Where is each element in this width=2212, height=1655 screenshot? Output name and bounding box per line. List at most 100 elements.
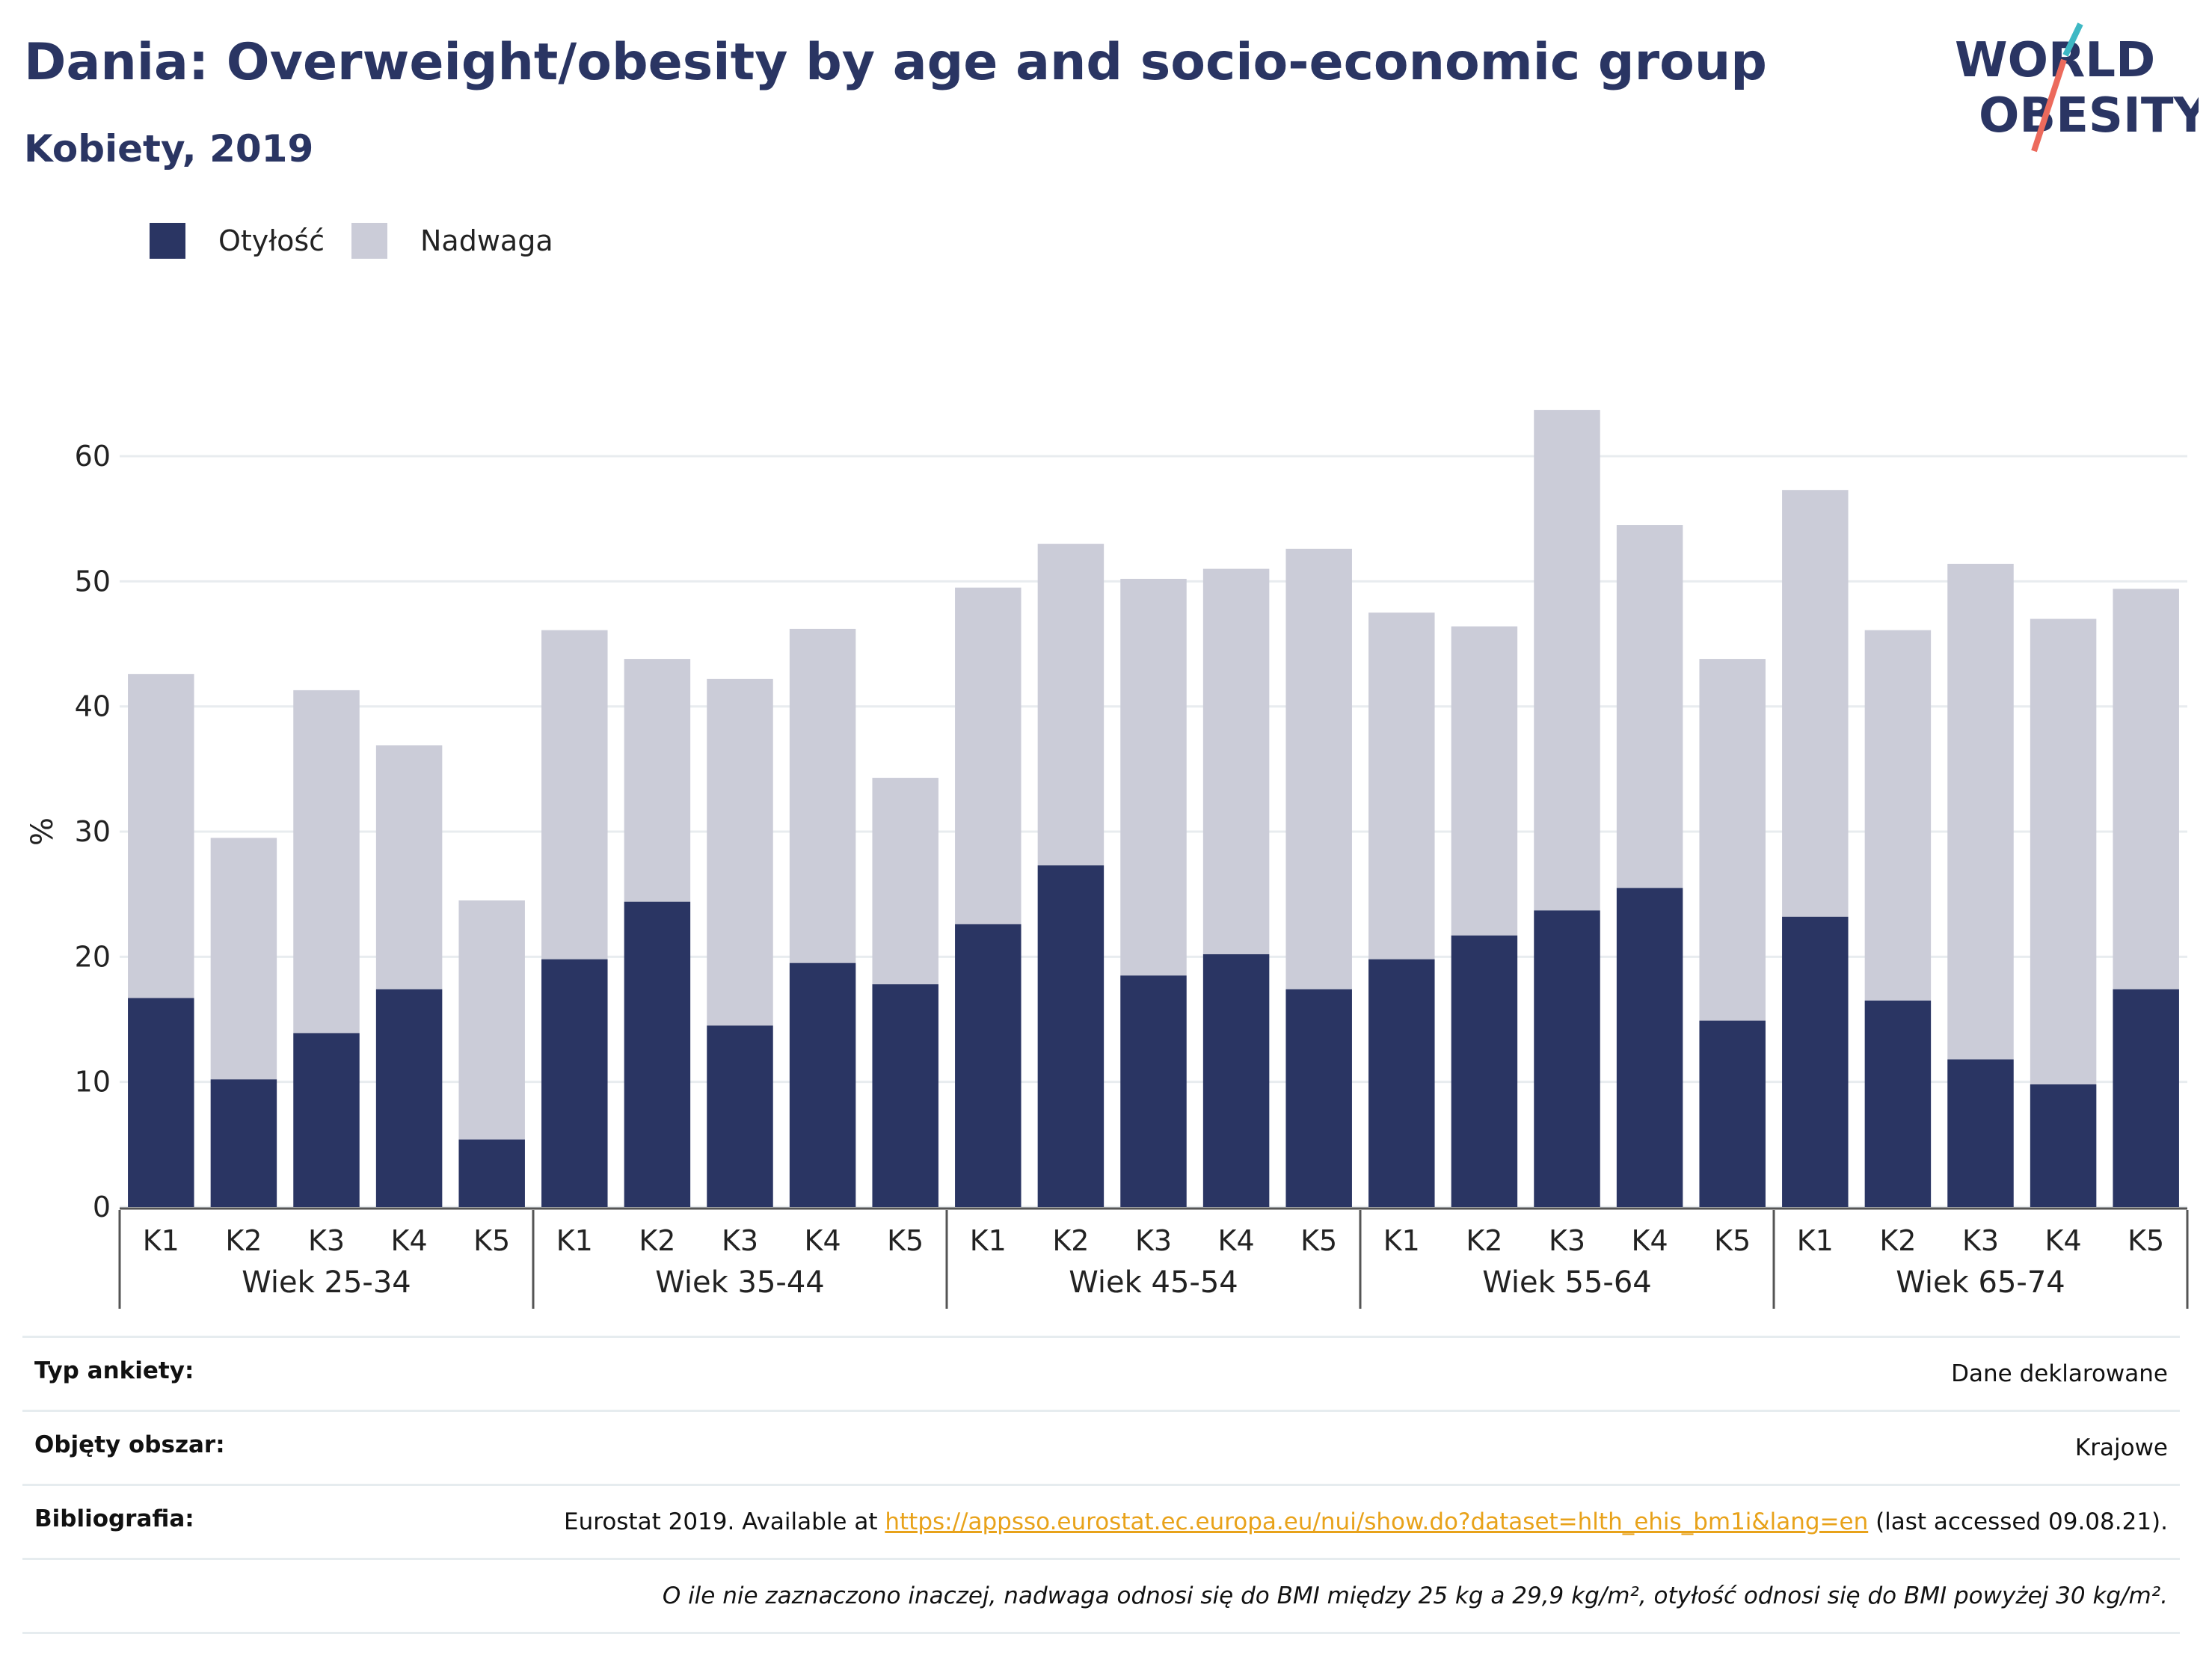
legend-swatch-overweight (351, 223, 387, 259)
group-label: Wiek 55-64 (1482, 1265, 1652, 1300)
bar-obesity (458, 1139, 525, 1207)
bar-obesity (2113, 989, 2179, 1207)
bar-obesity (955, 924, 1021, 1207)
bar-overweight (458, 900, 525, 1140)
x-tick-label: K5 (1300, 1224, 1337, 1257)
bibliography-prefix: Eurostat 2019. Available at (564, 1508, 885, 1535)
group-label: Wiek 35-44 (655, 1265, 825, 1300)
world-obesity-logo: WORLD OBESITY (1955, 22, 2199, 153)
bar-obesity (375, 989, 443, 1207)
bar-obesity (1699, 1020, 1766, 1207)
logo-slash-upper (2062, 22, 2083, 57)
x-tick-label: K4 (805, 1224, 841, 1257)
group-label: Wiek 45-54 (1069, 1265, 1238, 1300)
chart-subtitle: Kobiety, 2019 (24, 127, 314, 171)
x-tick-label: K2 (1879, 1224, 1916, 1257)
bar-obesity (293, 1033, 360, 1207)
bar-obesity (541, 959, 608, 1207)
legend-label-overweight: Nadwaga (420, 224, 553, 257)
definition-note: O ile nie zaznaczono inaczej, nadwaga od… (662, 1582, 2168, 1609)
y-tick-label: 20 (75, 940, 111, 973)
bar-obesity (1616, 888, 1683, 1207)
bar-overweight (1699, 659, 1766, 1021)
bar-overweight (293, 690, 360, 1034)
y-tick-label: 0 (93, 1191, 111, 1223)
bar-overweight (2030, 618, 2097, 1085)
bar-obesity (2030, 1084, 2097, 1207)
group-label: Wiek 65-74 (1896, 1265, 2065, 1300)
logo-slash-lower (2031, 58, 2067, 153)
bar-obesity (128, 998, 194, 1207)
x-tick-label: K4 (1218, 1224, 1255, 1257)
bar-overweight (707, 678, 773, 1026)
bar-overweight (1864, 630, 1932, 1001)
x-tick-label: K3 (1962, 1224, 1999, 1257)
y-axis-title: % (25, 817, 60, 846)
x-tick-label: K2 (639, 1224, 675, 1257)
info-value-coverage: Krajowe (2074, 1434, 2168, 1461)
bar-obesity (624, 901, 691, 1207)
bar-overweight (541, 630, 608, 959)
bar-obesity (1368, 959, 1435, 1207)
bibliography-link[interactable]: https://appsso.eurostat.ec.europa.eu/nui… (885, 1508, 1869, 1535)
y-tick-label: 30 (75, 815, 111, 848)
bar-obesity (1120, 975, 1187, 1207)
bar-obesity (1864, 1000, 1932, 1207)
x-tick-label: K4 (391, 1224, 428, 1257)
bar-obesity (789, 962, 856, 1207)
bar-obesity (707, 1025, 773, 1207)
x-tick-label: K2 (225, 1224, 262, 1257)
stacked-bar-chart: 0 10 20 30 40 50 60% K1 K2 K3 K4 K5 Wiek 25-34 K1 K2 K3… (25, 410, 2189, 1309)
bar-obesity (1947, 1059, 2014, 1207)
y-tick-label: 40 (75, 690, 111, 723)
bar-overweight (872, 778, 938, 985)
x-tick-label: K5 (2127, 1224, 2164, 1257)
x-tick-label: K1 (556, 1224, 593, 1257)
bar-overweight (624, 659, 691, 902)
x-tick-label: K3 (308, 1224, 345, 1257)
bar-overweight (1782, 490, 1849, 917)
bar-obesity (1782, 916, 1849, 1207)
x-tick-label: K3 (722, 1224, 758, 1257)
bar-overweight (1947, 563, 2014, 1060)
bar-overweight (1037, 544, 1105, 866)
bar-overweight (2113, 589, 2179, 989)
info-row-coverage: Objęty obszar: Krajowe (22, 1410, 2180, 1484)
x-tick-label: K2 (1052, 1224, 1089, 1257)
info-label-bibliography: Bibliografia: (34, 1505, 194, 1532)
x-tick-label: K2 (1466, 1224, 1502, 1257)
x-tick-label: K1 (1383, 1224, 1420, 1257)
bar-overweight (789, 628, 856, 963)
y-tick-label: 60 (75, 440, 111, 473)
group-label: Wiek 25-34 (242, 1265, 411, 1300)
bar-overweight (210, 838, 277, 1080)
x-tick-label: K5 (887, 1224, 924, 1257)
x-tick-label: K1 (1797, 1224, 1834, 1257)
x-tick-label: K5 (473, 1224, 510, 1257)
info-row-note: O ile nie zaznaczono inaczej, nadwaga od… (22, 1558, 2180, 1632)
bar-overweight (375, 745, 443, 989)
legend-swatch-obesity (150, 223, 185, 259)
x-tick-label: K1 (970, 1224, 1007, 1257)
bar-obesity (1037, 865, 1105, 1207)
bar-obesity (1202, 954, 1270, 1207)
bar-overweight (1368, 612, 1435, 959)
info-row-bibliography: Bibliografia: Eurostat 2019. Available a… (22, 1484, 2180, 1558)
x-tick-label: K1 (143, 1224, 179, 1257)
x-tick-label: K3 (1135, 1224, 1172, 1257)
bar-overweight (1285, 548, 1352, 989)
info-label-coverage: Objęty obszar: (34, 1431, 225, 1458)
logo-line2: OBESITY (1979, 88, 2199, 144)
bar-overweight (1616, 525, 1683, 888)
bar-overweight (1534, 410, 1600, 911)
info-label-survey-type: Typ ankiety: (34, 1357, 194, 1384)
chart-title: Dania: Overweight/obesity by age and soc… (24, 33, 1767, 92)
legend-item-overweight: Nadwaga (351, 223, 553, 259)
bar-obesity (1534, 910, 1600, 1207)
x-tick-label: K5 (1714, 1224, 1751, 1257)
bar-overweight (128, 674, 194, 998)
x-tick-label: K4 (1632, 1224, 1668, 1257)
info-row-survey-type: Typ ankiety: Dane deklarowane (22, 1336, 2180, 1410)
bar-overweight (1451, 626, 1518, 936)
y-tick-label: 50 (75, 565, 111, 598)
